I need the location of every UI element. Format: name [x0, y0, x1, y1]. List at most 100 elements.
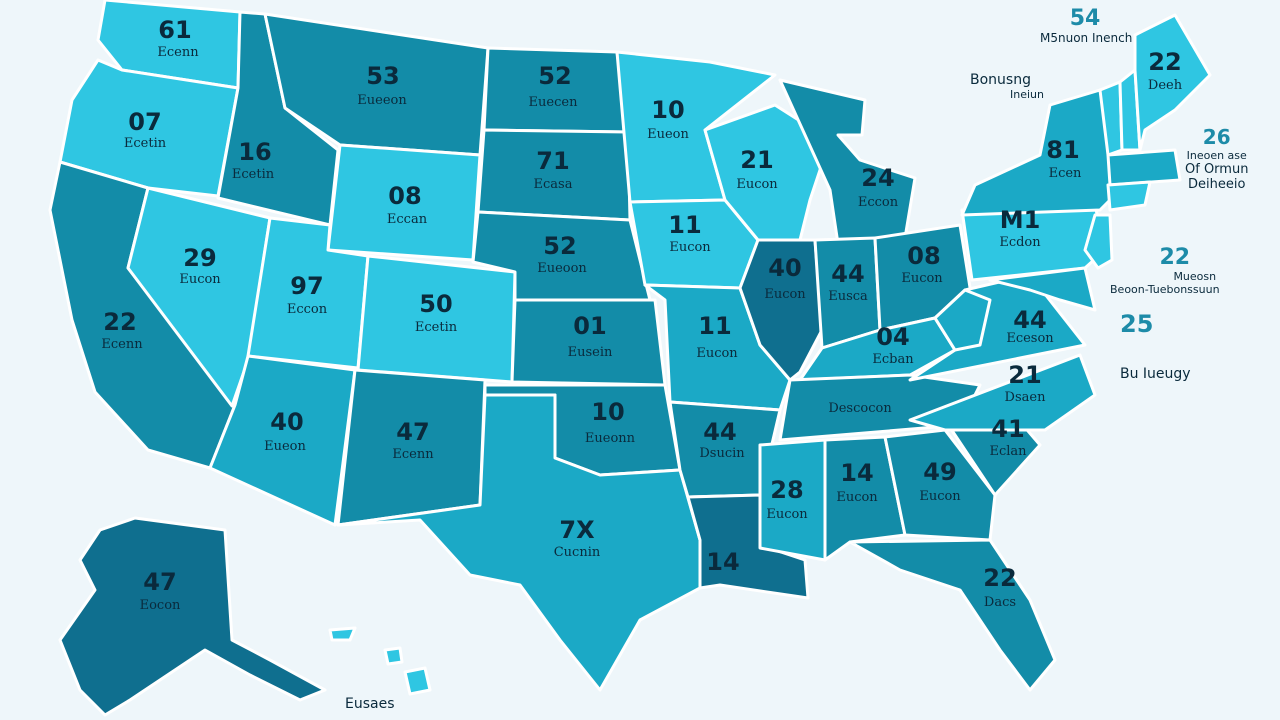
state-number: 47 — [396, 418, 429, 446]
state-label: Eucon — [836, 490, 878, 505]
annotation-right-1: 26 Ineoen ase Of Ormun Deiheeio — [1185, 125, 1248, 192]
state-maryland[interactable] — [988, 266, 1097, 312]
state-number: 52 — [543, 232, 576, 260]
state-number: 44 — [831, 260, 864, 288]
state-colorado[interactable] — [356, 254, 517, 384]
annotation-number: 54 — [1069, 6, 1101, 31]
state-number: 14 — [840, 459, 873, 487]
state-number: 01 — [573, 312, 606, 340]
state-number: 41 — [991, 415, 1024, 443]
state-michigan[interactable] — [778, 78, 917, 246]
state-labels: 61 Ecenn 07 Ecetin 29 Eucon 22 Ecenn 16 … — [101, 16, 1182, 613]
annotation-number: 25 — [1120, 310, 1154, 338]
state-label: Eclan — [989, 444, 1027, 459]
state-west-virginia[interactable] — [933, 288, 992, 352]
state-number: 97 — [290, 272, 323, 300]
state-label: Ecenn — [101, 337, 143, 352]
state-label: Eucon — [766, 507, 808, 522]
annotation-text: Beoon-Tuebonssuun — [1110, 283, 1220, 296]
state-number: 52 — [538, 62, 571, 90]
state-number: 07 — [128, 108, 161, 136]
state-number: 14 — [706, 548, 739, 576]
state-arizona[interactable] — [208, 354, 357, 527]
state-number: 22 — [983, 564, 1016, 592]
state-number: 29 — [183, 244, 216, 272]
state-label: Eccan — [387, 212, 428, 227]
annotation-right-3: 25 Bu Iueugy — [1120, 310, 1191, 382]
state-georgia[interactable] — [883, 428, 997, 542]
state-south-dakota[interactable] — [476, 128, 632, 222]
state-number: 28 — [770, 476, 803, 504]
annotation-text: Bu Iueugy — [1120, 366, 1191, 382]
state-number: 08 — [907, 242, 940, 270]
state-label: Cucnin — [554, 545, 601, 560]
state-number: 22 — [1148, 48, 1181, 76]
annotation-top: 54 M5nuon Inench — [1040, 6, 1133, 45]
state-label: Eucon — [179, 272, 221, 287]
state-label: Deeh — [1148, 78, 1183, 93]
state-maine[interactable] — [1133, 13, 1212, 152]
state-wisconsin[interactable] — [703, 103, 832, 242]
annotation-text: Deiheeio — [1188, 177, 1246, 192]
state-label: Dsaen — [1005, 390, 1047, 405]
state-label: Descocon — [828, 401, 892, 416]
state-oregon[interactable] — [58, 58, 240, 198]
state-label: Dacs — [984, 595, 1016, 610]
state-connecticut[interactable] — [1106, 180, 1152, 212]
state-label: Eucon — [669, 240, 711, 255]
state-label: Eusca — [828, 289, 868, 304]
annotation-text: Bonusng — [970, 72, 1031, 88]
annotation-number: 26 — [1202, 125, 1231, 149]
state-alabama[interactable] — [823, 435, 907, 562]
state-number: 81 — [1046, 136, 1079, 164]
state-new-york[interactable] — [960, 88, 1122, 217]
state-number: 22 — [103, 308, 136, 336]
state-number: 40 — [270, 408, 303, 436]
annotation-text: M5nuon Inench — [1040, 31, 1133, 45]
state-label: Eucon — [901, 271, 943, 286]
state-number: 40 — [768, 254, 801, 282]
state-hawaii[interactable] — [328, 626, 432, 696]
state-new-jersey[interactable] — [1083, 213, 1114, 270]
state-label: Eccon — [287, 302, 328, 317]
state-north-carolina[interactable] — [908, 353, 1097, 432]
state-number: M1 — [1000, 206, 1041, 234]
state-number: 61 — [158, 16, 191, 44]
state-label: Ecen — [1049, 166, 1082, 181]
state-label: Eucon — [919, 489, 961, 504]
state-label: Ecdon — [999, 235, 1041, 250]
state-label: Dsucin — [699, 446, 745, 461]
state-label: Eueeon — [357, 93, 407, 108]
annotation-text: Of Ormun — [1185, 162, 1249, 177]
state-number: 49 — [923, 458, 956, 486]
state-label: Eceson — [1006, 331, 1054, 346]
state-label: Ecetin — [124, 136, 167, 151]
state-label: Eucon — [764, 287, 806, 302]
state-number: 44 — [1013, 306, 1046, 334]
state-label: Euecen — [529, 95, 579, 110]
state-texas[interactable] — [336, 393, 702, 692]
state-north-dakota[interactable] — [482, 46, 630, 134]
state-florida[interactable] — [848, 538, 1057, 692]
state-number: 50 — [419, 290, 452, 318]
state-label: Eueon — [647, 127, 689, 142]
state-number: 44 — [703, 418, 736, 446]
state-label: Eucon — [696, 346, 738, 361]
state-label: Ecenn — [392, 447, 434, 462]
state-label: Ecetin — [232, 167, 275, 182]
state-number: 10 — [591, 398, 624, 426]
state-label: Eccon — [858, 195, 899, 210]
state-label: Ecasa — [534, 177, 573, 192]
annotation-text: Ineoen ase — [1186, 149, 1247, 162]
state-number: 24 — [861, 164, 894, 192]
state-massachusetts[interactable] — [1106, 148, 1182, 187]
state-number: 53 — [366, 62, 399, 90]
state-label: Eusein — [568, 345, 613, 360]
state-label: Eueon — [264, 439, 306, 454]
state-label: Eueoon — [537, 261, 587, 276]
state-number: 7X — [559, 516, 595, 544]
state-label: Eocon — [140, 598, 181, 613]
state-alaska[interactable] — [58, 516, 327, 717]
annotation-bottom: Eusaes — [345, 696, 395, 712]
state-number: 11 — [698, 312, 731, 340]
